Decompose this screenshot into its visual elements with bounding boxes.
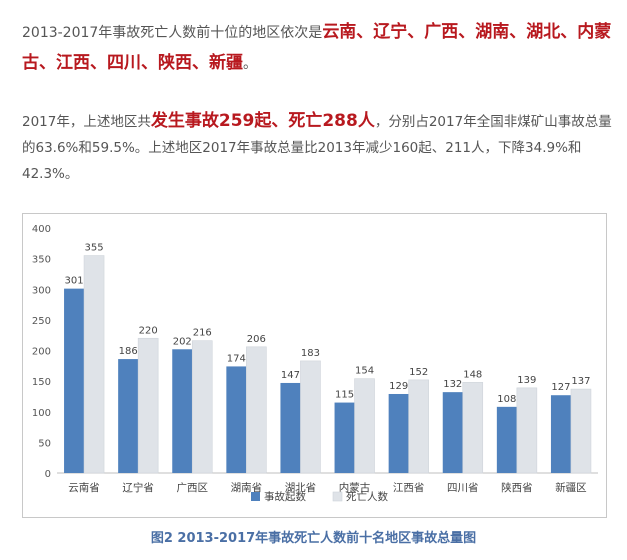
data-label: 220 [139, 325, 158, 336]
x-tick-label: 陕西省 [501, 481, 533, 494]
data-label: 186 [119, 346, 138, 357]
data-label: 148 [463, 369, 482, 380]
chart-frame: 0 50 100 150 200 250 300 350 400 301 355 云南省 186 220 辽… [22, 213, 607, 518]
x-tick-label: 四川省 [447, 481, 479, 494]
y-tick-label: 50 [38, 438, 51, 449]
data-label: 301 [65, 276, 84, 287]
y-tick-label: 400 [32, 224, 51, 235]
data-label: 137 [571, 376, 590, 387]
data-label: 355 [85, 243, 104, 254]
bar-deaths [83, 255, 105, 474]
bar-deaths [408, 379, 429, 474]
data-label: 216 [193, 328, 212, 339]
x-tick-label: 江西省 [393, 481, 425, 494]
data-label: 174 [227, 353, 246, 364]
bar-deaths [354, 378, 375, 474]
data-label: 132 [443, 379, 462, 390]
y-tick-label: 250 [32, 316, 51, 327]
x-tick-label: 云南省 [68, 481, 100, 494]
y-tick-label: 300 [32, 285, 51, 296]
data-label: 154 [355, 366, 374, 377]
bar-deaths [246, 346, 267, 474]
legend-swatch [251, 492, 260, 501]
bar-accidents [442, 392, 463, 473]
intro-p2-prefix: 2017年，上述地区共 [22, 114, 151, 130]
y-tick-label: 0 [45, 469, 51, 480]
bar-accidents [280, 382, 301, 473]
bar-deaths [300, 360, 321, 474]
data-label: 115 [335, 390, 354, 401]
bar-accidents [550, 395, 571, 473]
figure-caption: 图2 2013-2017年事故死亡人数前十名地区事故总量图 [150, 531, 477, 546]
data-label: 183 [301, 348, 320, 359]
data-label: 206 [247, 334, 266, 345]
legend-label: 事故起数 [264, 490, 306, 503]
bar-accidents [226, 366, 247, 473]
intro-p1-suffix: 。 [243, 56, 257, 72]
bar-deaths [570, 388, 592, 474]
bar-accidents [334, 402, 355, 473]
data-label: 108 [497, 394, 516, 405]
bar-deaths [516, 387, 538, 474]
data-label: 127 [551, 382, 570, 393]
x-tick-label: 湖北省 [285, 481, 317, 494]
bar-deaths [191, 340, 213, 474]
legend-label: 死亡人数 [346, 490, 388, 503]
bar-accidents [388, 393, 409, 473]
intro-p1-prefix: 2013-2017年事故死亡人数前十位的地区依次是 [22, 25, 323, 41]
bar-accidents [64, 288, 85, 473]
bar-deaths [137, 337, 159, 474]
y-tick-label: 350 [32, 255, 51, 266]
intro-p1-regions: 云南、辽宁、广西、湖南、湖北、内蒙古、江西、四川、陕西、新疆 [22, 22, 612, 73]
y-tick-label: 200 [32, 347, 51, 358]
x-tick-label: 广西区 [177, 482, 209, 494]
data-label: 139 [517, 375, 536, 386]
y-tick-label: 150 [32, 377, 51, 388]
intro-paragraph-1: 2013-2017年事故死亡人数前十位的地区依次是云南、辽宁、广西、湖南、湖北、… [22, 17, 612, 79]
intro-p2-suffix: ，分别占2017年全国非煤矿山事故总量的63.6%和59.5%。上述地区2017… [22, 114, 612, 182]
bar-accidents [496, 406, 517, 473]
intro-paragraph-2: 2017年，上述地区共发生事故259起、死亡288人，分别占2017年全国非煤矿… [22, 108, 612, 187]
x-tick-label: 新疆区 [555, 481, 587, 494]
bar-accidents [172, 349, 193, 473]
data-label: 129 [389, 381, 408, 392]
x-tick-label: 湖南省 [231, 481, 263, 494]
legend-swatch [332, 491, 343, 502]
intro-p2-highlight: 发生事故259起、死亡288人 [150, 111, 375, 131]
y-tick-label: 100 [32, 408, 51, 419]
data-label: 147 [281, 370, 300, 381]
data-label: 202 [173, 336, 192, 347]
x-tick-label: 内蒙古 [339, 481, 371, 494]
bar-accidents [118, 359, 139, 473]
x-tick-label: 辽宁省 [122, 481, 154, 494]
bar-deaths [462, 382, 484, 474]
data-label: 152 [409, 367, 428, 378]
